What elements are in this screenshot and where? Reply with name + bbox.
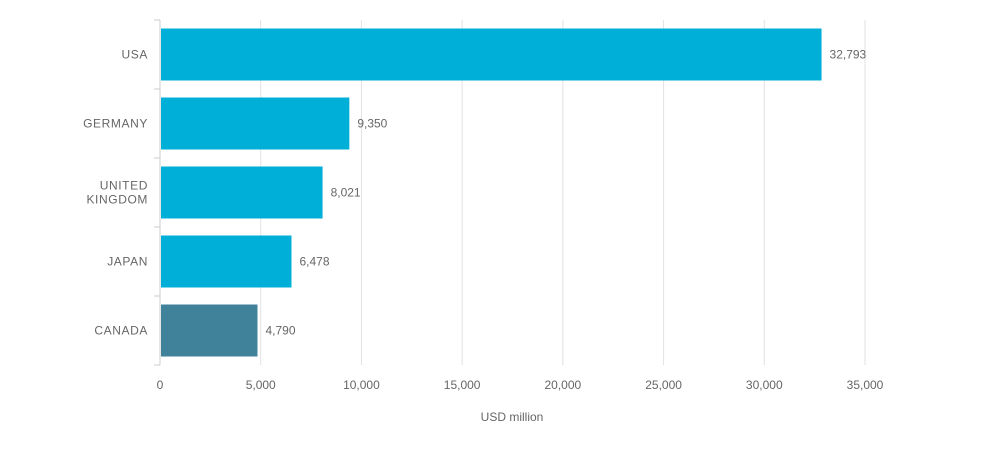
bar xyxy=(161,97,350,150)
data-label: 32,793 xyxy=(830,48,867,62)
x-tick-label: 15,000 xyxy=(444,378,481,392)
category-label: JAPAN xyxy=(107,255,148,269)
bar xyxy=(161,235,292,288)
data-label: 8,021 xyxy=(331,186,361,200)
x-axis-title: USD million xyxy=(481,410,544,424)
category-label: KINGDOM xyxy=(86,193,148,207)
x-tick-label: 20,000 xyxy=(545,378,582,392)
bar xyxy=(161,28,822,81)
category-label: CANADA xyxy=(94,324,148,338)
x-tick-label: 35,000 xyxy=(847,378,884,392)
category-label: GERMANY xyxy=(83,117,148,131)
labels: 0 5,000 10,000 15,000 20,000 25,000 30,000 35,0… xyxy=(83,48,884,393)
bars xyxy=(161,28,822,357)
x-tick-label: 30,000 xyxy=(746,378,783,392)
x-tick-label: 5,000 xyxy=(246,378,276,392)
bar xyxy=(161,304,258,357)
x-tick-label: 0 xyxy=(157,378,164,392)
data-label: 4,790 xyxy=(265,324,295,338)
x-tick-label: 10,000 xyxy=(343,378,380,392)
data-label: 9,350 xyxy=(357,117,387,131)
category-label: UNITED xyxy=(100,179,148,193)
category-label: USA xyxy=(122,48,148,62)
data-label: 6,478 xyxy=(299,255,329,269)
x-tick-label: 25,000 xyxy=(645,378,682,392)
bar xyxy=(161,166,323,219)
axes xyxy=(154,19,161,366)
